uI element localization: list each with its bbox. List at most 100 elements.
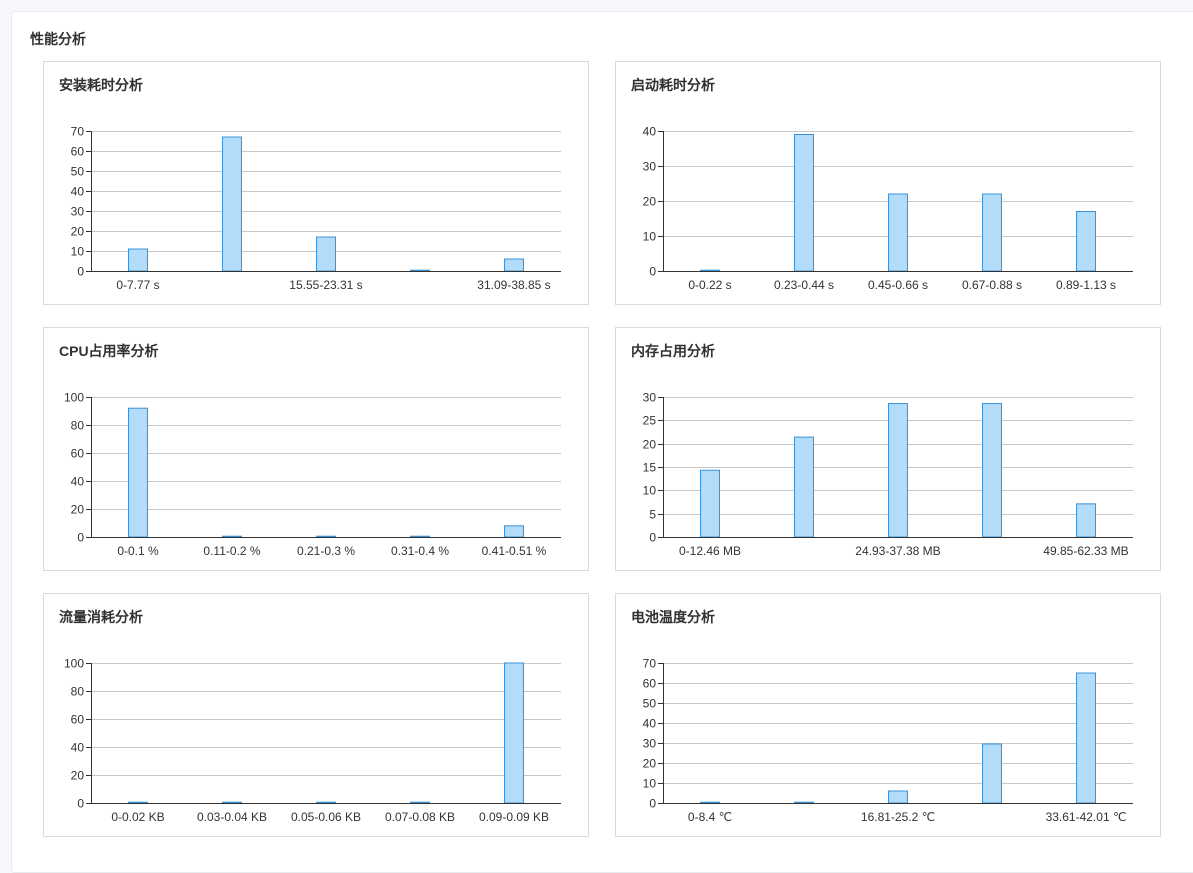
chart-memory: 0 5 10 15 20 25 30 0-12.46 MB 24.93-37.38 MB 49.8… (643, 391, 1133, 558)
x-tick-label: 0.23-0.44 s (774, 278, 834, 292)
bar (794, 436, 814, 538)
y-tick-label: 40 (643, 125, 657, 139)
x-tick-label: 0-8.4 ℃ (688, 810, 732, 824)
chart-title: 流量消耗分析 (59, 609, 143, 625)
bar (982, 193, 1002, 272)
bar (700, 801, 720, 804)
y-tick-label: 5 (649, 508, 656, 522)
x-tick-label: 33.61-42.01 ℃ (1046, 810, 1127, 824)
y-tick-label: 80 (71, 419, 85, 433)
y-tick-label: 80 (71, 685, 85, 699)
y-tick-label: 0 (77, 265, 84, 279)
y-tick-label: 30 (643, 160, 657, 174)
chart-startup: 0 10 20 30 40 0-0.22 s 0.23-0.44 s 0.45-0.66 s 0… (643, 125, 1133, 292)
x-tick-label: 0.09-0.09 KB (479, 810, 549, 824)
x-tick-label: 0.07-0.08 KB (385, 810, 455, 824)
bar (222, 136, 242, 272)
bar (316, 801, 336, 804)
x-tick-label: 0.05-0.06 KB (291, 810, 361, 824)
y-tick-label: 25 (643, 414, 657, 428)
y-tick-label: 20 (643, 195, 657, 209)
y-tick-label: 70 (643, 657, 657, 671)
x-tick-label: 0-0.1 % (117, 544, 159, 558)
y-tick-label: 30 (71, 205, 85, 219)
bar (504, 258, 524, 272)
bar (1076, 672, 1096, 804)
bar (410, 269, 430, 272)
chart-card-install: 安装耗时分析 0 10 20 30 40 50 60 70 0-7.77 s 15.55-23.3… (43, 61, 589, 305)
bar (222, 801, 242, 804)
bar (700, 269, 720, 272)
chart-title: 电池温度分析 (631, 609, 715, 625)
x-tick-label: 0-7.77 s (116, 278, 159, 292)
y-tick-label: 15 (643, 461, 657, 475)
y-tick-label: 20 (71, 503, 85, 517)
x-tick-label: 0.89-1.13 s (1056, 278, 1116, 292)
y-tick-label: 50 (71, 165, 85, 179)
bar (504, 662, 524, 804)
y-tick-label: 60 (643, 677, 657, 691)
chart-traffic: 0 20 40 60 80 100 0-0.02 KB 0.03-0.04 KB 0.05-0.… (64, 657, 561, 824)
chart-card-startup: 启动耗时分析 0 10 20 30 40 0-0.22 s 0.23-0.44 s 0.45-… (615, 61, 1161, 305)
x-tick-label: 0.45-0.66 s (868, 278, 928, 292)
chart-title: 内存占用分析 (631, 343, 715, 359)
chart-title: 安装耗时分析 (59, 77, 143, 93)
x-tick-label: 15.55-23.31 s (289, 278, 362, 292)
bar (794, 801, 814, 804)
bar (700, 469, 720, 538)
y-tick-label: 0 (649, 531, 656, 545)
x-tick-label: 0-12.46 MB (679, 544, 741, 558)
y-tick-label: 60 (71, 447, 85, 461)
chart-title: 启动耗时分析 (631, 77, 715, 93)
bar (888, 403, 908, 538)
x-tick-label: 0.21-0.3 % (297, 544, 355, 558)
chart-card-traffic: 流量消耗分析 0 20 40 60 80 100 0-0.02 KB 0.03-0.04 KB… (43, 593, 589, 837)
y-tick-label: 100 (64, 657, 84, 671)
y-tick-label: 30 (643, 737, 657, 751)
y-tick-label: 20 (643, 757, 657, 771)
y-tick-label: 60 (71, 713, 85, 727)
bar (982, 743, 1002, 804)
y-tick-label: 0 (77, 797, 84, 811)
y-tick-label: 10 (643, 484, 657, 498)
performance-panel: 性能分析 安装耗时分析 0 10 20 30 40 50 60 70 0-7.77 s 15.55… (11, 11, 1193, 873)
x-tick-label: 24.93-37.38 MB (855, 544, 940, 558)
y-tick-label: 30 (643, 391, 657, 405)
bar (888, 790, 908, 804)
bar (1076, 503, 1096, 538)
y-tick-label: 40 (71, 741, 85, 755)
x-tick-label: 31.09-38.85 s (477, 278, 550, 292)
y-tick-label: 20 (643, 438, 657, 452)
y-tick-label: 40 (71, 475, 85, 489)
bar (316, 236, 336, 272)
y-tick-label: 10 (643, 777, 657, 791)
bar (410, 535, 430, 538)
x-tick-label: 16.81-25.2 ℃ (861, 810, 935, 824)
bar (316, 535, 336, 538)
x-tick-label: 0.11-0.2 % (203, 544, 260, 558)
bar (888, 193, 908, 272)
bar (794, 134, 814, 272)
y-tick-label: 10 (71, 245, 85, 259)
y-tick-label: 50 (643, 697, 657, 711)
x-tick-label: 49.85-62.33 MB (1043, 544, 1128, 558)
y-tick-label: 100 (64, 391, 84, 405)
chart-card-memory: 内存占用分析 0 5 10 15 20 25 30 0-12.46 MB 24.93-37.38… (615, 327, 1161, 571)
bar (128, 407, 148, 538)
bar (128, 248, 148, 272)
bar (504, 525, 524, 538)
chart-battery: 0 10 20 30 40 50 60 70 0-8.4 ℃ 16.81-25.2 ℃ 33.61-… (643, 657, 1133, 824)
chart-cpu: 0 20 40 60 80 100 0-0.1 % 0.11-0.2 % 0.21-0.3 % 0… (64, 391, 561, 558)
section-title: 性能分析 (30, 31, 86, 47)
y-tick-label: 40 (643, 717, 657, 731)
y-tick-label: 20 (71, 225, 85, 239)
y-tick-label: 20 (71, 769, 85, 783)
bar (1076, 211, 1096, 272)
bar (128, 801, 148, 804)
y-tick-label: 40 (71, 185, 85, 199)
y-tick-label: 10 (643, 230, 657, 244)
chart-card-battery: 电池温度分析 0 10 20 30 40 50 60 70 0-8.4 ℃ 16.81-25.2 … (615, 593, 1161, 837)
y-tick-label: 0 (77, 531, 84, 545)
bar (982, 403, 1002, 538)
y-tick-label: 70 (71, 125, 85, 139)
